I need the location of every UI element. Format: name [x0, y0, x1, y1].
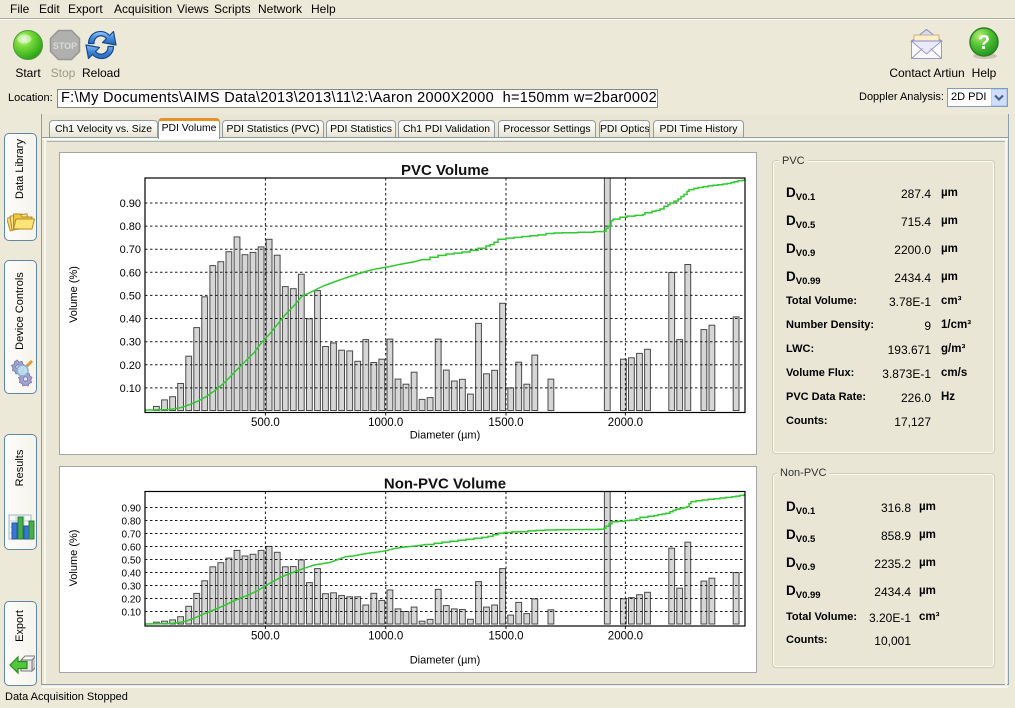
svg-text:1500.0: 1500.0 — [488, 631, 523, 643]
svg-text:0.20: 0.20 — [120, 360, 141, 372]
svg-text:0.90: 0.90 — [120, 198, 141, 210]
svg-text:0.60: 0.60 — [122, 543, 142, 554]
svg-text:0.20: 0.20 — [122, 595, 142, 606]
svg-text:PVC Volume: PVC Volume — [401, 162, 489, 179]
svg-text:0.10: 0.10 — [122, 608, 142, 619]
svg-text:500.0: 500.0 — [251, 631, 280, 643]
svg-text:Volume (%): Volume (%) — [68, 266, 80, 323]
svg-text:Volume (%): Volume (%) — [68, 530, 80, 587]
svg-text:Diameter (µm): Diameter (µm) — [410, 430, 481, 442]
svg-text:0.40: 0.40 — [120, 314, 141, 326]
svg-text:0.80: 0.80 — [122, 517, 142, 528]
svg-text:0.50: 0.50 — [122, 556, 142, 567]
svg-text:0.10: 0.10 — [120, 383, 141, 395]
svg-text:0.80: 0.80 — [120, 221, 141, 233]
svg-text:0.30: 0.30 — [120, 337, 141, 349]
svg-text:STOP: STOP — [53, 41, 77, 51]
svg-text:Non-PVC Volume: Non-PVC Volume — [384, 476, 506, 493]
svg-text:2000.0: 2000.0 — [608, 631, 643, 643]
svg-text:500.0: 500.0 — [251, 417, 280, 429]
svg-text:0.90: 0.90 — [122, 504, 142, 515]
svg-text:1000.0: 1000.0 — [368, 631, 403, 643]
svg-text:0.70: 0.70 — [122, 530, 142, 541]
svg-text:Diameter (µm): Diameter (µm) — [410, 655, 481, 667]
svg-text:0.60: 0.60 — [120, 267, 141, 279]
svg-text:0.70: 0.70 — [120, 244, 141, 256]
svg-text:0.40: 0.40 — [122, 569, 142, 580]
svg-text:2000.0: 2000.0 — [608, 417, 643, 429]
svg-text:?: ? — [978, 32, 990, 54]
svg-text:1500.0: 1500.0 — [488, 417, 523, 429]
svg-text:1000.0: 1000.0 — [368, 417, 403, 429]
svg-text:0.30: 0.30 — [122, 582, 142, 593]
svg-text:0.50: 0.50 — [120, 290, 141, 302]
